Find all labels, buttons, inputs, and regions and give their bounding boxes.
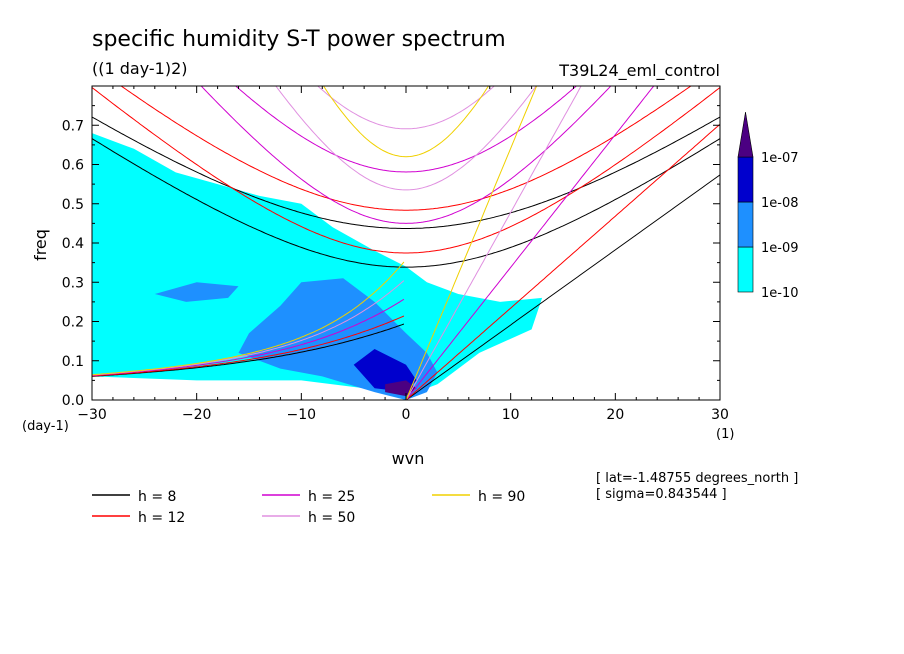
curve-ig-n1-h90 <box>322 86 490 158</box>
colorbar-label: 1e-10 <box>761 286 799 301</box>
x-tick-label: 10 <box>502 407 520 423</box>
y-tick-label: 0.2 <box>62 315 84 331</box>
legend-label-h50: h = 50 <box>308 510 355 526</box>
colorbar-segment-2 <box>737 156 754 203</box>
x-tick-label: 20 <box>606 407 624 423</box>
curve-ig-n1-h50 <box>275 86 537 191</box>
colorbar-label: 1e-09 <box>761 241 799 256</box>
y-tick-label: 0.0 <box>62 393 84 409</box>
curve-ig-n2-h8 <box>92 116 720 229</box>
x-tick-label: 0 <box>402 407 411 423</box>
colorbar: 1e-10 1e-09 1e-08 1e-07 <box>737 111 799 301</box>
y-tick-label: 0.4 <box>62 236 84 252</box>
y-tick-label: 0.3 <box>62 275 84 291</box>
curve-ig-n1-h12 <box>92 87 720 254</box>
power-region-2 <box>154 282 239 302</box>
curve-kelvin-h90 <box>405 86 538 400</box>
legend-label-h8: h = 8 <box>138 489 176 505</box>
y-tick-label: 0.1 <box>62 354 84 370</box>
curve-kelvin-h25 <box>405 86 655 400</box>
power-region-0 <box>92 133 543 397</box>
curve-mrg-h8 <box>92 323 405 377</box>
plot-area: −30 −20 −10 0 10 20 30 0.0 0.1 0.2 0.3 0.4 0.5 0.6 0.7 <box>62 85 729 423</box>
x-tick-label: −10 <box>287 407 317 423</box>
y-tick-label: 0.7 <box>62 118 84 134</box>
power-region-3 <box>353 349 417 393</box>
sigma-annotation: [ sigma=0.843544 ] <box>596 487 727 502</box>
colorbar-segment-0 <box>737 246 754 293</box>
y-axis-label: freq <box>31 229 50 261</box>
x-tick-label: −20 <box>182 407 212 423</box>
chart-title: specific humidity S-T power spectrum <box>92 27 506 52</box>
lat-annotation: [ lat=-1.48755 degrees_north ] <box>596 471 798 486</box>
legend-label-h90: h = 90 <box>478 489 525 505</box>
curve-ig-n2-h12 <box>120 86 692 211</box>
curve-ig-n2-h50 <box>317 86 495 130</box>
curve-ig-n1-h25 <box>200 86 612 224</box>
colorbar-segment-1 <box>737 201 754 248</box>
x-axis-label: wvn <box>392 449 425 468</box>
x-tick-label: −30 <box>77 407 107 423</box>
colorbar-label: 1e-08 <box>761 196 799 211</box>
y-unit-label: (day-1) <box>22 419 69 434</box>
curve-mrg-h25 <box>92 298 405 376</box>
chart-subtitle: ((1 day-1)2) <box>92 59 188 78</box>
x-unit-label: (1) <box>716 427 734 442</box>
run-label: T39L24_eml_control <box>558 61 720 81</box>
curve-mrg-h90 <box>92 261 405 376</box>
curve-mrg-h12 <box>92 315 405 377</box>
y-tick-label: 0.6 <box>62 158 84 174</box>
curve-kelvin-h12 <box>405 123 720 400</box>
curve-kelvin-h8 <box>405 174 720 400</box>
power-region-4 <box>385 380 417 397</box>
curve-ig-n1-h8 <box>92 138 720 268</box>
y-tick-label: 0.5 <box>62 197 84 213</box>
colorbar-label: 1e-07 <box>761 151 799 166</box>
legend-label-h12: h = 12 <box>138 510 185 526</box>
curve-kelvin-h50 <box>405 86 582 400</box>
legend-label-h25: h = 25 <box>308 489 355 505</box>
curve-ig-n2-h25 <box>234 86 578 173</box>
legend: h = 8 h = 12 h = 25 h = 50 h = 90 <box>92 489 525 526</box>
x-tick-label: 30 <box>711 407 729 423</box>
colorbar-arrow <box>737 111 754 158</box>
